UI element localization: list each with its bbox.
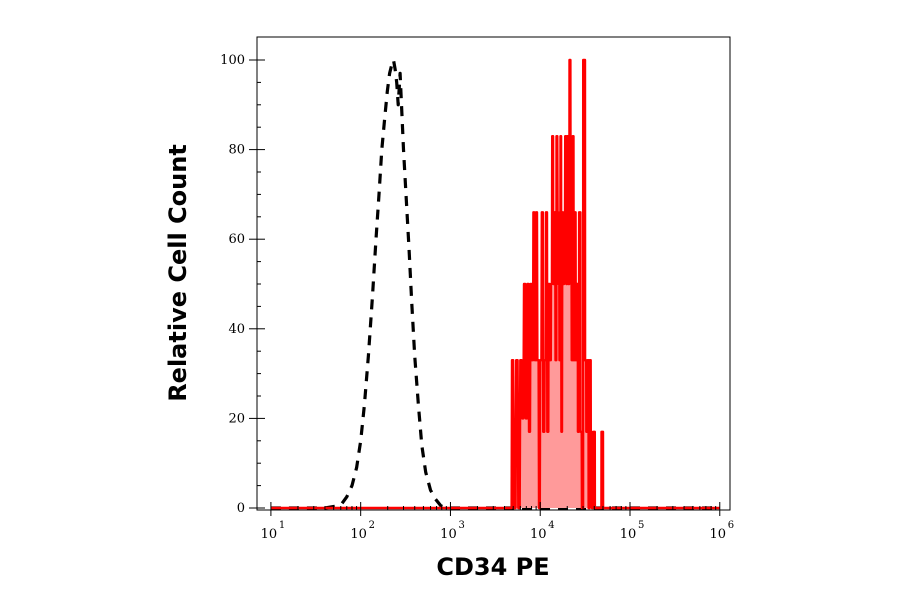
x-tick-label: 10 (709, 527, 726, 542)
x-tick-label: 10 (530, 527, 547, 542)
y-tick-label: 40 (228, 322, 245, 337)
y-tick-label: 80 (228, 143, 245, 158)
x-tick-exponent: 1 (279, 520, 285, 531)
x-tick-exponent: 6 (728, 520, 734, 531)
series-0-line (270, 58, 720, 510)
series-1-line (270, 58, 720, 510)
x-tick-exponent: 2 (369, 520, 375, 531)
x-tick-label: 10 (620, 527, 637, 542)
x-axis-title: CD34 PE (436, 553, 549, 581)
x-tick-label: 10 (350, 527, 367, 542)
y-axis: 0 20 40 60 80 100 (220, 53, 265, 516)
y-tick-label: 20 (228, 411, 245, 426)
y-axis-title: Relative Cell Count (164, 144, 192, 402)
plot-frame (256, 36, 731, 511)
x-tick-exponent: 5 (638, 520, 644, 531)
x-tick-label: 10 (261, 527, 278, 542)
y-tick-label: 0 (237, 501, 245, 516)
x-tick-label: 10 (440, 527, 457, 542)
y-tick-label: 100 (220, 53, 245, 68)
series-layer (270, 58, 720, 510)
y-tick-label: 60 (228, 232, 245, 247)
x-tick-exponent: 4 (548, 520, 554, 531)
x-tick-exponent: 3 (458, 520, 464, 531)
